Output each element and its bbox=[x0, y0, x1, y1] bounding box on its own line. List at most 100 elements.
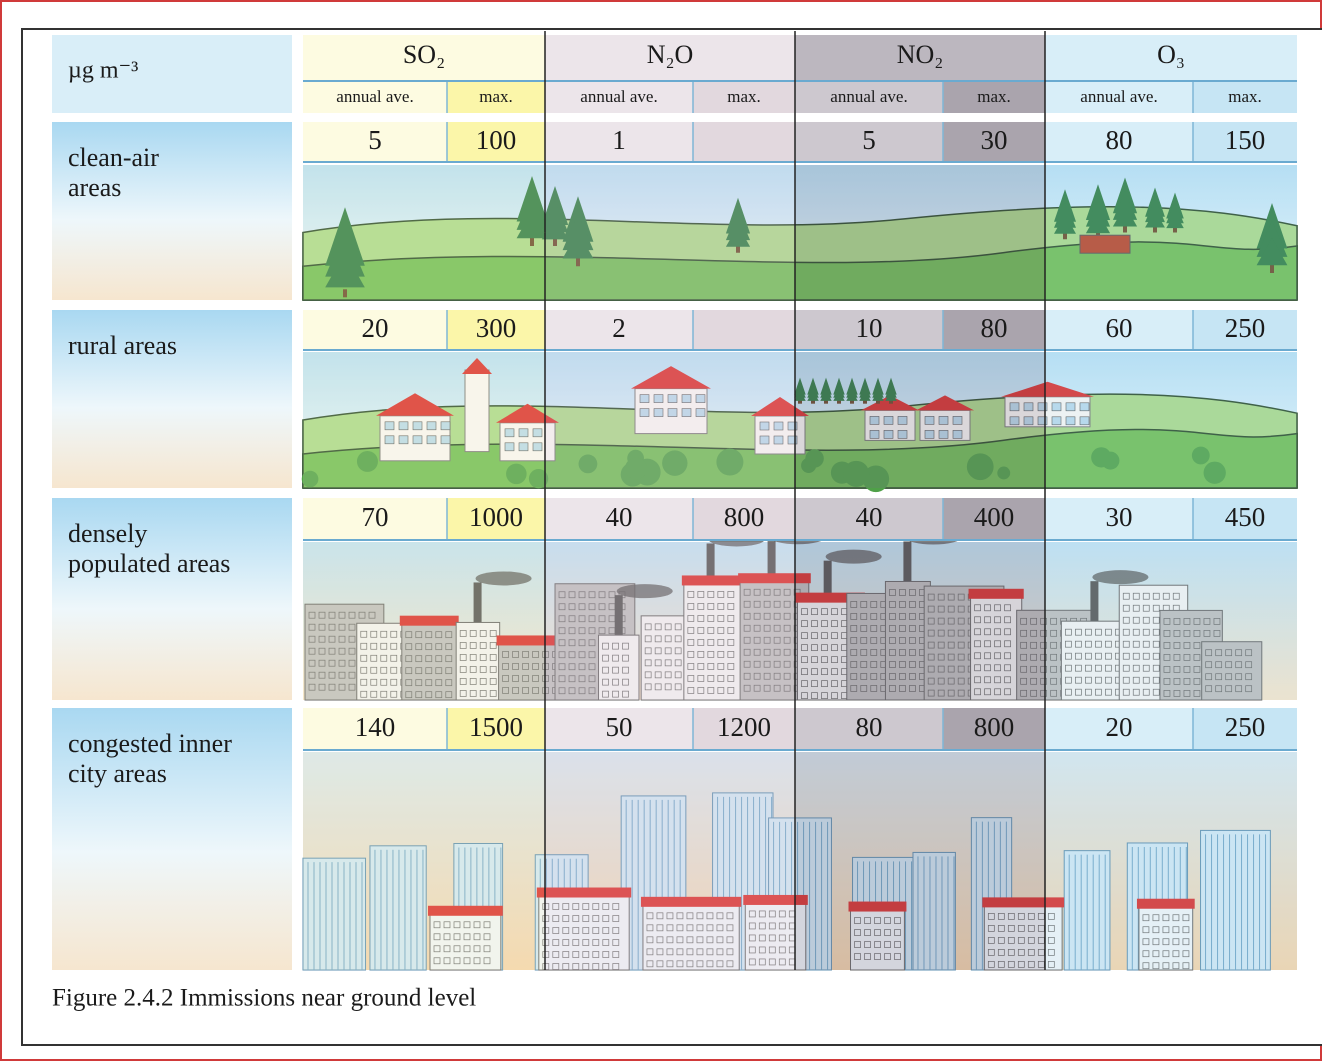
cell-value: 250 bbox=[1225, 712, 1266, 742]
chimney bbox=[767, 541, 776, 582]
building-window bbox=[1095, 688, 1102, 696]
building-window bbox=[459, 654, 467, 661]
row-label-cell bbox=[52, 708, 292, 970]
column-tint bbox=[795, 542, 1045, 700]
building-window bbox=[974, 652, 981, 660]
building-window bbox=[338, 623, 346, 631]
building-window bbox=[1132, 676, 1140, 684]
subheader-label: max. bbox=[977, 87, 1011, 106]
building-window bbox=[997, 961, 1005, 968]
building-window bbox=[390, 678, 398, 686]
building-window bbox=[1172, 914, 1180, 922]
building-window bbox=[1152, 628, 1160, 636]
building-window bbox=[957, 689, 965, 697]
building-window bbox=[405, 631, 413, 639]
building-window bbox=[328, 635, 336, 643]
building-window bbox=[801, 680, 808, 687]
building-window bbox=[860, 601, 868, 608]
building-window bbox=[512, 663, 519, 670]
building-window bbox=[783, 672, 791, 680]
subheader-cell bbox=[1045, 82, 1193, 113]
building-window bbox=[801, 608, 808, 615]
building bbox=[683, 582, 742, 701]
building-window bbox=[542, 915, 550, 922]
house-window bbox=[504, 442, 515, 452]
chimney bbox=[823, 560, 832, 601]
building-window bbox=[582, 951, 590, 958]
building-window bbox=[469, 690, 477, 697]
building-window bbox=[697, 639, 705, 646]
building-window bbox=[1122, 616, 1130, 624]
building-window bbox=[459, 642, 467, 649]
building-window bbox=[927, 593, 935, 601]
building-window bbox=[697, 615, 705, 622]
building-window bbox=[380, 630, 388, 638]
building-window bbox=[1065, 664, 1072, 672]
building-window bbox=[743, 600, 751, 608]
building-window bbox=[1193, 654, 1201, 661]
building-window bbox=[562, 951, 570, 958]
building-window bbox=[1020, 689, 1028, 697]
building-window bbox=[696, 936, 704, 944]
building-window bbox=[864, 917, 871, 924]
building-window bbox=[644, 647, 652, 655]
building-window bbox=[899, 613, 906, 620]
building-window bbox=[707, 591, 715, 598]
smoke bbox=[1092, 570, 1149, 585]
building-window bbox=[850, 685, 858, 692]
building-window bbox=[773, 672, 781, 680]
building-window bbox=[957, 593, 965, 601]
building-window bbox=[783, 624, 791, 632]
building-window bbox=[348, 683, 356, 691]
building-window bbox=[656, 960, 664, 968]
bush bbox=[506, 463, 527, 485]
value-cell bbox=[795, 122, 943, 162]
illustration bbox=[302, 165, 1298, 301]
building-window bbox=[572, 927, 580, 934]
bush bbox=[662, 450, 688, 476]
building-window bbox=[884, 929, 891, 936]
building-window bbox=[899, 661, 906, 668]
building-window bbox=[654, 659, 662, 667]
building-window bbox=[588, 639, 596, 647]
building-window bbox=[927, 689, 935, 697]
building-window bbox=[1122, 604, 1130, 612]
building-window bbox=[415, 691, 423, 699]
building-window bbox=[558, 627, 566, 635]
building-window bbox=[1172, 592, 1180, 600]
building-window bbox=[479, 666, 487, 673]
building-window bbox=[328, 611, 336, 619]
building-window bbox=[435, 631, 443, 639]
value-cell bbox=[303, 310, 447, 350]
value-cell bbox=[693, 708, 795, 750]
building-window bbox=[360, 630, 368, 638]
building-window bbox=[479, 678, 487, 685]
building-window bbox=[773, 684, 781, 692]
cell-value: 50 bbox=[606, 712, 633, 742]
building-window bbox=[1030, 677, 1038, 685]
building-window bbox=[707, 651, 715, 658]
building-window bbox=[927, 665, 935, 673]
building-window bbox=[727, 639, 735, 646]
building-window bbox=[348, 611, 356, 619]
building-window bbox=[459, 630, 467, 637]
building-window bbox=[370, 642, 378, 650]
building-window bbox=[706, 960, 714, 968]
building-window bbox=[370, 690, 378, 698]
building-window bbox=[889, 637, 896, 644]
building-window bbox=[870, 625, 878, 632]
building-window bbox=[1235, 649, 1243, 657]
tree-trunk bbox=[1123, 224, 1127, 233]
building-window bbox=[622, 678, 629, 686]
value-cell bbox=[1045, 498, 1193, 540]
building-window bbox=[1085, 688, 1092, 696]
subheader-cell bbox=[447, 82, 545, 113]
building-window bbox=[831, 620, 838, 627]
building-window bbox=[666, 936, 674, 944]
building-window bbox=[459, 690, 467, 697]
subheader-cell bbox=[1193, 82, 1297, 113]
building-window bbox=[405, 679, 413, 687]
building-window bbox=[957, 641, 965, 649]
building-window bbox=[588, 603, 596, 611]
building-window bbox=[415, 643, 423, 651]
